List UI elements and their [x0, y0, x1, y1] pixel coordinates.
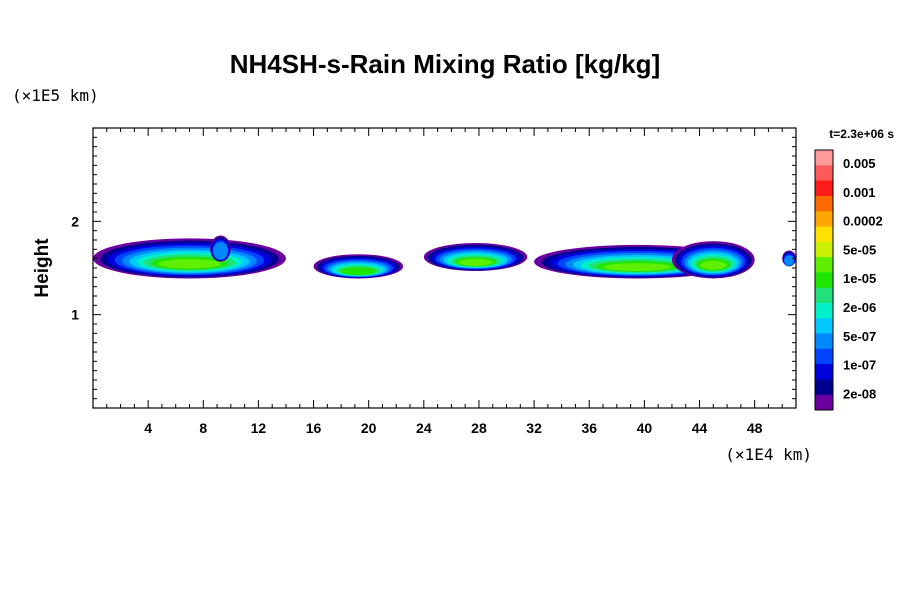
- colorbar-swatch: [815, 150, 833, 166]
- x-tick-label: 8: [199, 420, 207, 436]
- colorbar-swatch: [815, 302, 833, 319]
- colorbar-label: 2e-08: [843, 386, 876, 401]
- x-tick-label: 12: [251, 420, 267, 436]
- cloud: [423, 243, 528, 271]
- colorbar-label: 0.001: [843, 185, 876, 200]
- x-tick-label: 36: [581, 420, 597, 436]
- x-tick-label: 24: [416, 420, 432, 436]
- colorbar-swatch: [815, 165, 833, 181]
- cloud-contour-band: [158, 259, 221, 269]
- y-axis-label: Height: [32, 238, 53, 298]
- colorbar-frame: [814, 149, 834, 411]
- colorbar: 0.005 0.001 0.0002 5e-05 1e-05 2e-06 5e-07 1e-0…: [814, 149, 883, 411]
- colorbar-swatch: [815, 180, 833, 197]
- y-tick-label: 1: [71, 307, 79, 323]
- colorbar-swatch: [815, 241, 833, 258]
- cloud: [92, 238, 286, 279]
- cloud-contour-band: [784, 255, 794, 267]
- colorbar-swatch: [815, 379, 833, 396]
- colorbar-label: 1e-05: [843, 271, 876, 286]
- colorbar-label: 1e-07: [843, 358, 876, 373]
- colorbar-swatch: [815, 211, 833, 227]
- x-tick-label: 40: [637, 420, 653, 436]
- cloud: [534, 244, 741, 279]
- cloud-contour-band: [340, 267, 377, 276]
- cloud-contour-band: [603, 263, 672, 272]
- cloud: [782, 250, 796, 267]
- y-unit-label: (×1E5 km): [12, 86, 99, 105]
- colorbar-label: 5e-05: [843, 242, 876, 257]
- colorbar-label: 2e-06: [843, 300, 876, 315]
- x-tick-label: 20: [361, 420, 377, 436]
- colorbar-swatch: [815, 272, 833, 289]
- x-tick-label: 4: [144, 420, 152, 436]
- x-tick-label: 44: [692, 420, 708, 436]
- colorbar-swatch: [815, 318, 833, 334]
- colorbar-label: 5e-07: [843, 329, 876, 344]
- colorbar-swatch: [815, 364, 833, 380]
- x-tick-label: 28: [471, 420, 487, 436]
- colorbar-swatch: [815, 333, 833, 350]
- cloud-contour-band: [458, 259, 493, 266]
- cloud-layer: [92, 235, 796, 279]
- colorbar-swatch: [815, 287, 833, 304]
- x-tick-label: 32: [526, 420, 542, 436]
- colorbar-swatch: [815, 257, 833, 273]
- colorbar-swatch: [815, 394, 833, 411]
- cloud: [313, 254, 404, 279]
- x-unit-label: (×1E4 km): [725, 445, 812, 464]
- colorbar-swatch: [815, 226, 833, 243]
- colorbar-swatch: [815, 195, 833, 212]
- cloud-contour-band: [213, 242, 228, 260]
- y-tick-label: 2: [71, 213, 79, 229]
- cloud-contour-band: [699, 260, 727, 270]
- colorbar-swatch: [815, 348, 833, 365]
- colorbar-label: 0.005: [843, 156, 876, 171]
- time-label: t=2.3e+06 s: [829, 127, 894, 141]
- chart-title: NH4SH-s-Rain Mixing Ratio [kg/kg]: [230, 49, 660, 79]
- x-tick-label: 48: [747, 420, 763, 436]
- x-tick-label: 16: [306, 420, 322, 436]
- cloud: [671, 241, 755, 279]
- cloud: [210, 235, 231, 262]
- colorbar-label: 0.0002: [843, 214, 883, 229]
